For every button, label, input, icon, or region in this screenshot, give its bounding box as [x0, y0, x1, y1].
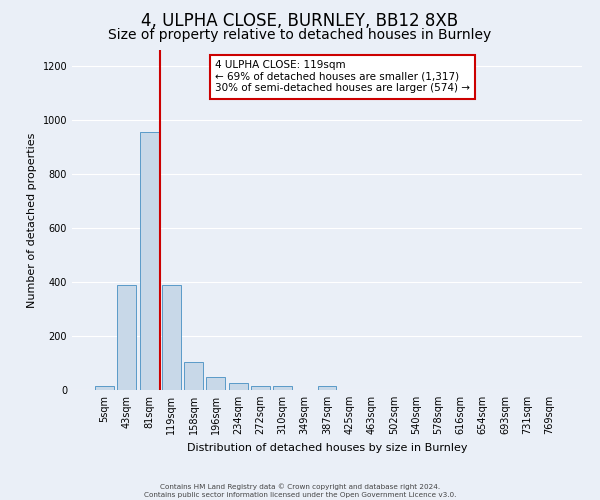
Text: Size of property relative to detached houses in Burnley: Size of property relative to detached ho… [109, 28, 491, 42]
Text: 4, ULPHA CLOSE, BURNLEY, BB12 8XB: 4, ULPHA CLOSE, BURNLEY, BB12 8XB [142, 12, 458, 30]
Bar [95, 386, 114, 390]
Bar [162, 285, 181, 390]
Bar [317, 386, 337, 390]
Bar [229, 384, 248, 390]
X-axis label: Distribution of detached houses by size in Burnley: Distribution of detached houses by size … [187, 442, 467, 452]
Text: 4 ULPHA CLOSE: 119sqm
← 69% of detached houses are smaller (1,317)
30% of semi-d: 4 ULPHA CLOSE: 119sqm ← 69% of detached … [215, 60, 470, 94]
Bar [251, 386, 270, 390]
Bar [273, 386, 292, 390]
Bar [184, 362, 203, 390]
Y-axis label: Number of detached properties: Number of detached properties [27, 132, 37, 308]
Bar [118, 285, 136, 390]
Bar [206, 376, 225, 390]
Bar [140, 132, 158, 390]
Text: Contains HM Land Registry data © Crown copyright and database right 2024.
Contai: Contains HM Land Registry data © Crown c… [144, 484, 456, 498]
